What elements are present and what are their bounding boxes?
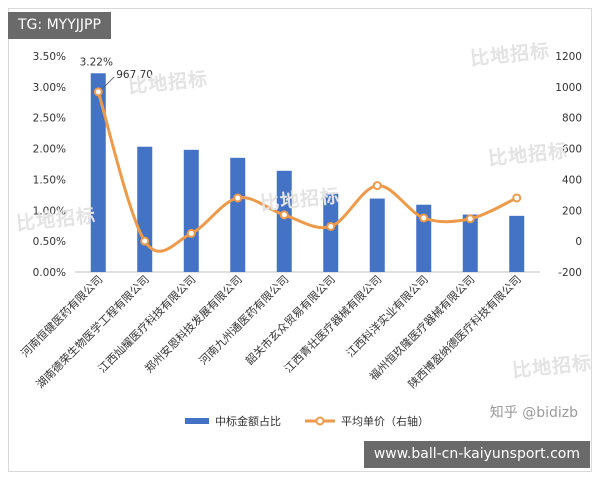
right-axis-tick-labels: -200 0 200 400 600 800 1000 1200 [555,51,582,279]
line-point [419,213,429,223]
right-axis-tick-label: 1200 [555,51,582,63]
category-label: 河南恒健医药有限公司 [18,272,106,360]
line-point [326,221,336,231]
left-axis-tick-label: 3.50% [33,51,66,63]
line-data-label: 967.70 [116,69,153,81]
line-point [186,228,196,238]
right-axis-tick-label: 600 [562,144,582,156]
left-axis-tick-label: 0.50% [33,236,66,248]
line-point [279,210,289,220]
right-axis-tick-label: 400 [562,174,582,186]
right-axis-tick-label: 800 [562,113,582,125]
line-point [372,181,382,191]
right-axis-tick-label: 0 [575,236,582,248]
line-point [93,87,103,97]
bar-series [90,73,525,272]
legend-bar-swatch [185,418,209,424]
bar [462,214,478,272]
bar [509,215,525,272]
bar [137,146,153,272]
bar [230,157,246,272]
left-axis-tick-label: 2.00% [33,144,66,156]
bar [276,170,292,272]
line-point [512,193,522,203]
left-axis-tick-label: 3.00% [33,82,66,94]
right-axis-tick-label: 200 [562,205,582,217]
website-link[interactable]: www.ball-cn-kaiyunsport.com [363,441,590,468]
category-label: 郑州安恩科技发展有限公司 [142,272,245,375]
category-labels: 河南恒健医药有限公司湖南德荣生物医学工程有限公司江西灿耀医疗科技有限公司郑州安恩… [18,272,524,391]
bar [90,73,106,272]
legend-line-label: 平均单价（右轴） [341,414,429,428]
line-point [233,193,243,203]
category-label: 江西科洋实业有限公司 [343,272,431,360]
bar [323,193,339,272]
line-series-points [93,87,522,246]
bar [416,204,432,272]
bar [369,198,385,272]
zhihu-watermark: 知乎 @bidizb [489,405,578,421]
left-axis-tick-label: 0.00% [33,267,66,279]
line-series-path [96,91,518,253]
category-label: 江西青壮医疗器械有限公司 [281,272,384,375]
data-labels: 3.22%967.70 [80,56,153,90]
left-axis-tick-label: 1.00% [33,205,66,217]
category-label: 江西灿耀医疗科技有限公司 [95,272,198,375]
legend: 中标金额占比 平均单价（右轴） [185,414,429,428]
category-label: 河南九州通医药有限公司 [196,272,291,367]
line-point [465,214,475,224]
top-left-tag: TG: MYYJJPP [8,12,111,39]
bar [183,149,199,272]
data-label-leader [101,76,115,90]
right-axis-tick-label: -200 [558,267,582,279]
category-label: 韶关市玄众贸易有限公司 [242,272,337,367]
right-axis-tick-label: 1000 [555,82,582,94]
bar-data-label: 3.22% [80,56,113,68]
legend-line-marker [315,416,325,426]
left-axis-tick-label: 1.50% [33,174,66,186]
left-axis-tick-label: 2.50% [33,113,66,125]
line-point [140,236,150,246]
legend-bar-label: 中标金额占比 [215,414,281,428]
left-axis-tick-labels: 0.00% 0.50% 1.00% 1.50% 2.00% 2.50% 3.00% 3.50% [33,51,66,279]
